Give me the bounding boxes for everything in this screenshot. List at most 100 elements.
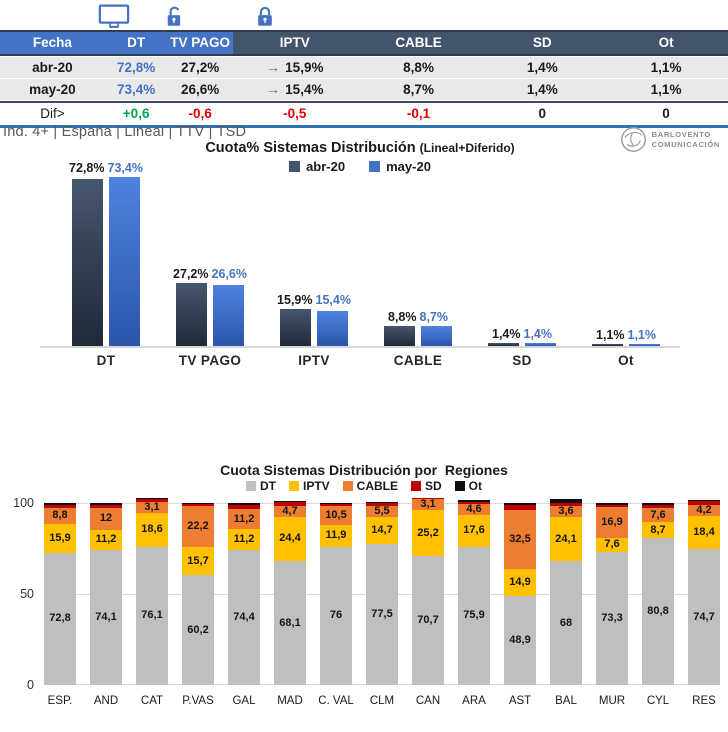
value-label-abr-20: 27,2%: [173, 267, 209, 282]
segment-Ot: [688, 499, 720, 502]
segment-Ot: [412, 497, 444, 499]
segment-value-label: 32,5: [509, 532, 531, 545]
universe-note: Ind. 4+ | España | Lineal | TTV | TSD: [3, 124, 247, 140]
segment-DT: 74,1: [90, 550, 122, 685]
diff-iptv: -0,5: [283, 106, 307, 121]
segment-Ot: [182, 502, 214, 505]
diff-tv-pago: -0,6: [188, 106, 212, 121]
segment-value-label: 77,5: [371, 607, 393, 620]
region-label-BAL: BAL: [555, 695, 577, 707]
segment-value-label: 11,2: [233, 532, 255, 545]
segment-Ot: [642, 503, 674, 505]
share-bar-chart: Cuota% Sistemas Distribución (Lineal+Dif…: [40, 140, 680, 368]
segment-SD: [642, 504, 674, 509]
bar-abr-20-SD: [488, 342, 519, 346]
cell-sd: 1,4%: [526, 82, 558, 97]
region-label-AND: AND: [93, 695, 119, 707]
bar-may-20-DT: [109, 177, 140, 346]
cell-iptv: → 15,9%: [233, 57, 357, 78]
bar-abr-20-Ot: [592, 343, 623, 346]
region-label-GAL: GAL: [232, 695, 256, 707]
legend-item-abr-20: abr-20: [289, 159, 345, 174]
segment-CABLE: 4,2: [688, 504, 720, 516]
value-label-may-20: 26,6%: [211, 267, 247, 282]
segment-value-label: 75,9: [463, 609, 485, 622]
segment-SD: [504, 504, 536, 510]
chart1-plot-area: 72,8% 73,4% 27,2% 26,6% 15,9% 15,4% 8,8% 8,7% 1,…: [40, 161, 680, 348]
cell-tv-pago: 26,6%: [181, 82, 220, 97]
segment-Ot: [274, 500, 306, 503]
segment-value-label: 16,9: [601, 515, 623, 528]
y-axis-label-0: 0: [27, 678, 34, 692]
segment-CABLE: 3,1: [136, 501, 168, 513]
bar-group-TV PAGO: 27,2% 26,6%: [158, 176, 262, 346]
segment-Ot: [366, 501, 398, 504]
segment-IPTV: 18,4: [688, 515, 720, 549]
bar-pair: [592, 343, 660, 346]
segment-Ot: [320, 503, 352, 505]
segment-value-label: 15,9: [49, 531, 71, 544]
category-label-DT: DT: [96, 353, 116, 368]
regions-stacked-chart: Cuota Sistemas Distribución por Regiones…: [0, 462, 728, 707]
segment-CABLE: 5,5: [366, 506, 398, 518]
stacked-bar-CYL: 7,6 8,7 80,8: [642, 503, 674, 685]
stacked-bar-C. VAL: 10,5 11,9 76: [320, 503, 352, 685]
segment-value-label: 17,6: [463, 524, 485, 537]
bar-may-20-Ot: [629, 343, 660, 346]
logo-swirl-icon: [620, 127, 646, 152]
segment-DT: 76,1: [136, 546, 168, 685]
value-label-may-20: 1,1%: [627, 327, 657, 342]
segment-IPTV: 11,9: [320, 525, 352, 547]
legend-label: DT: [259, 479, 276, 493]
meta-row: Ind. 4+ | España | Lineal | TTV | TSD BA…: [3, 124, 720, 153]
segment-SD: [274, 502, 306, 506]
segment-value-label: 24,1: [555, 532, 577, 545]
value-label-may-20: 73,4%: [107, 161, 143, 176]
segment-SD: [44, 505, 76, 508]
stacked-bar-ESP.: 8,8 15,9 72,8: [44, 503, 76, 685]
segment-Ot: [228, 503, 260, 506]
segment-value-label: 14,9: [509, 575, 531, 588]
segment-value-label: 3,6: [558, 505, 574, 518]
cell-ot: 1,1%: [650, 82, 682, 97]
diff-ot: 0: [662, 106, 670, 121]
value-label-may-20: 1,4%: [523, 326, 553, 341]
region-label-P.VAS: P.VAS: [182, 695, 214, 707]
segment-CABLE: 16,9: [596, 507, 628, 538]
cell-iptv: → 15,4%: [233, 79, 357, 100]
segment-IPTV: 24,4: [274, 516, 306, 562]
bar-pair-label: 15,9% 15,4%: [277, 293, 351, 307]
segment-value-label: 18,6: [141, 523, 163, 536]
value-label-abr-20: 1,1%: [596, 327, 625, 342]
logo-line1: BARLOVENTO: [651, 129, 711, 139]
segment-value-label: 7,6: [604, 538, 620, 551]
segment-DT: 68,1: [274, 561, 306, 685]
segment-value-label: 76: [329, 609, 343, 622]
chart2-plot-area: 8,8 15,9 72,8 12 11,2 74,1 3,1 18,6 76,1 22,2 15,7…: [44, 497, 720, 685]
value-label-may-20: 8,7%: [419, 309, 449, 324]
legend-swatch: [289, 161, 301, 172]
bar-may-20-CABLE: [421, 326, 452, 346]
legend-swatch: [342, 481, 353, 491]
legend-label: may-20: [386, 159, 431, 174]
stacked-bars: 8,8 15,9 72,8 12 11,2 74,1 3,1 18,6 76,1 22,2 15,7…: [44, 497, 720, 685]
bar-may-20-SD: [525, 342, 556, 346]
bar-pair-label: 8,8% 8,7%: [388, 310, 448, 324]
legend-label: abr-20: [306, 159, 346, 174]
segment-SD: [136, 499, 168, 502]
value-label-may-20: 15,4%: [315, 293, 351, 308]
segment-DT: 74,7: [688, 549, 720, 685]
region-label-C. VAL: C. VAL: [318, 695, 354, 707]
chart1-category-axis: DT TV PAGO IPTV CABLE SD Ot: [40, 353, 680, 368]
segment-Ot: [44, 503, 76, 506]
stacked-bar-ARA: 4,6 17,6 75,9: [458, 500, 490, 685]
segment-SD: [320, 504, 352, 506]
segment-DT: 70,7: [412, 556, 444, 685]
segment-CABLE: 7,6: [642, 508, 674, 523]
bar-may-20-TV PAGO: [213, 284, 244, 346]
bar-group-CABLE: 8,8% 8,7%: [366, 176, 470, 346]
logo-line2: COMUNICACIÓN: [651, 139, 720, 149]
segment-value-label: 74,7: [693, 610, 715, 623]
stacked-bar-MUR: 16,9 7,6 73,3: [596, 503, 628, 685]
region-label-ARA: ARA: [462, 695, 486, 707]
